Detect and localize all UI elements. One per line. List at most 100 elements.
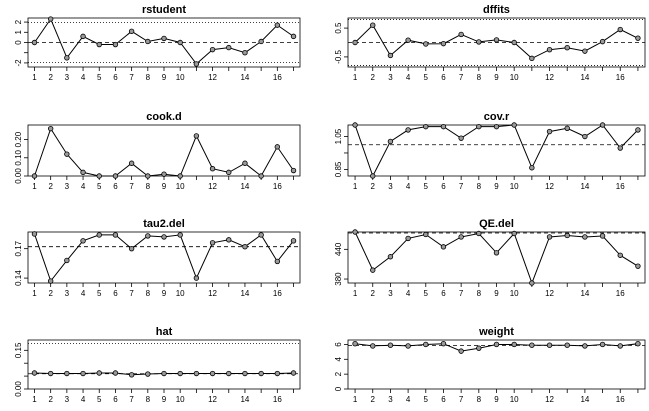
data-point-hat	[258, 370, 264, 377]
panel-title-dffits: dffits	[483, 4, 510, 16]
y-tick-label-rstudent: 1	[14, 30, 23, 35]
x-tick-label-cov-r: 16	[616, 182, 625, 191]
y-tick-label-cook-d: 0.20	[14, 131, 23, 147]
panel-title-tau2-del: tau2.del	[143, 218, 185, 230]
y-tick-label-hat: 0.15	[14, 342, 23, 358]
x-tick-label-rstudent: 9	[162, 73, 167, 82]
x-tick-label-cook-d: 9	[162, 182, 167, 191]
x-tick-label-cov-r: 5	[424, 182, 429, 191]
data-point-cook-d	[80, 169, 86, 176]
y-tick-label-weight: 0	[334, 386, 343, 391]
x-tick-label-dffits: 8	[477, 73, 482, 82]
x-tick-label-cook-d: 6	[113, 182, 118, 191]
data-point-cov-r	[511, 122, 517, 128]
y-tick-label-rstudent: 0	[14, 40, 23, 45]
data-point-rstudent	[112, 41, 119, 48]
x-tick-label-dffits: 14	[580, 73, 589, 82]
y-tick-label-qe-del: 440	[334, 242, 343, 256]
data-point-cook-d	[31, 173, 38, 179]
panel-title-weight: weight	[478, 326, 514, 338]
series-line-cov-r	[354, 124, 639, 178]
x-tick-label-rstudent: 1	[32, 73, 37, 82]
data-point-weight	[423, 341, 429, 348]
data-point-tau2-del	[258, 232, 264, 238]
data-point-cook-d	[209, 166, 216, 172]
x-tick-label-dffits: 1	[353, 73, 358, 82]
x-tick-label-cov-r: 3	[388, 182, 393, 191]
x-tick-label-weight: 4	[406, 395, 411, 404]
series-line-qe-del	[354, 231, 639, 285]
data-point-hat	[161, 370, 167, 377]
x-tick-label-hat: 14	[240, 395, 249, 404]
data-point-hat	[31, 370, 38, 376]
data-point-tau2-del	[290, 238, 297, 244]
panel-title-rstudent: rstudent	[142, 4, 186, 16]
data-point-weight	[582, 343, 588, 349]
x-tick-label-tau2-del: 8	[146, 289, 151, 298]
x-tick-label-rstudent: 2	[48, 73, 53, 82]
data-point-weight	[529, 342, 535, 348]
data-point-rstudent	[274, 22, 281, 28]
data-point-weight	[511, 341, 517, 348]
data-point-hat	[290, 370, 297, 376]
x-tick-label-cook-d: 8	[146, 182, 151, 191]
x-tick-label-weight: 3	[388, 395, 393, 404]
data-point-cook-d	[258, 173, 264, 179]
x-tick-label-hat: 9	[162, 395, 167, 404]
data-point-rstudent	[128, 28, 135, 34]
y-tick-label-cov-r: 0.85	[334, 161, 343, 177]
x-tick-label-weight: 5	[424, 395, 429, 404]
panel-title-cook-d: cook.d	[146, 111, 181, 123]
data-point-weight	[635, 341, 641, 347]
data-point-hat	[64, 370, 70, 377]
data-point-weight	[476, 345, 482, 351]
data-point-rstudent	[209, 46, 216, 53]
data-point-cook-d	[274, 144, 281, 150]
x-tick-label-hat: 6	[113, 395, 118, 404]
data-point-dffits	[529, 55, 535, 62]
series-line-rstudent	[34, 17, 294, 65]
x-tick-label-cook-d: 2	[48, 182, 53, 191]
x-tick-label-rstudent: 10	[176, 73, 185, 82]
x-tick-label-qe-del: 5	[424, 289, 429, 298]
x-tick-label-weight: 1	[353, 395, 358, 404]
x-tick-label-rstudent: 12	[208, 73, 217, 82]
data-point-qe-del	[582, 234, 588, 240]
y-tick-label-cook-d: 0.00	[14, 168, 23, 184]
x-tick-label-tau2-del: 12	[208, 289, 217, 298]
x-tick-label-qe-del: 4	[406, 289, 411, 298]
data-point-dffits	[582, 48, 588, 54]
data-point-hat	[128, 372, 135, 378]
x-tick-label-rstudent: 6	[113, 73, 118, 82]
x-tick-label-weight: 9	[494, 395, 499, 404]
x-tick-label-tau2-del: 6	[113, 289, 118, 298]
panel-title-cov-r: cov.r	[484, 111, 510, 123]
x-tick-label-rstudent: 3	[65, 73, 70, 82]
x-tick-label-qe-del: 3	[388, 289, 393, 298]
x-tick-label-cov-r: 7	[459, 182, 464, 191]
x-tick-label-qe-del: 2	[371, 289, 376, 298]
data-point-hat	[47, 370, 54, 377]
data-point-cov-r	[564, 125, 570, 131]
data-point-tau2-del	[47, 278, 54, 284]
data-point-qe-del	[493, 250, 500, 256]
y-tick-label-tau2-del: 0.14	[14, 270, 23, 286]
data-point-tau2-del	[193, 275, 200, 281]
x-tick-label-weight: 6	[441, 395, 446, 404]
data-point-weight	[458, 348, 464, 354]
panel-dffits: dffits-0.50.51 2 3 4 5 6 7 8 9 10 12 14 16	[334, 4, 646, 82]
data-point-weight	[440, 341, 447, 347]
panel-cook-d: cook.d0.000.100.201 2 3 4 5 6 7 8 9 10 12 14 16	[14, 111, 301, 191]
x-tick-label-cook-d: 16	[273, 182, 282, 191]
data-point-tau2-del	[226, 237, 232, 243]
data-point-hat	[112, 370, 119, 376]
data-point-hat	[209, 370, 216, 377]
data-point-tau2-del	[64, 257, 70, 264]
data-point-hat	[177, 370, 183, 377]
x-tick-label-dffits: 10	[510, 73, 519, 82]
data-point-tau2-del	[31, 231, 38, 237]
x-tick-label-hat: 10	[176, 395, 185, 404]
data-point-hat	[80, 370, 86, 377]
panel-cov-r: cov.r0.851.051 2 3 4 5 6 7 8 9 10 12 14 16	[334, 111, 646, 191]
